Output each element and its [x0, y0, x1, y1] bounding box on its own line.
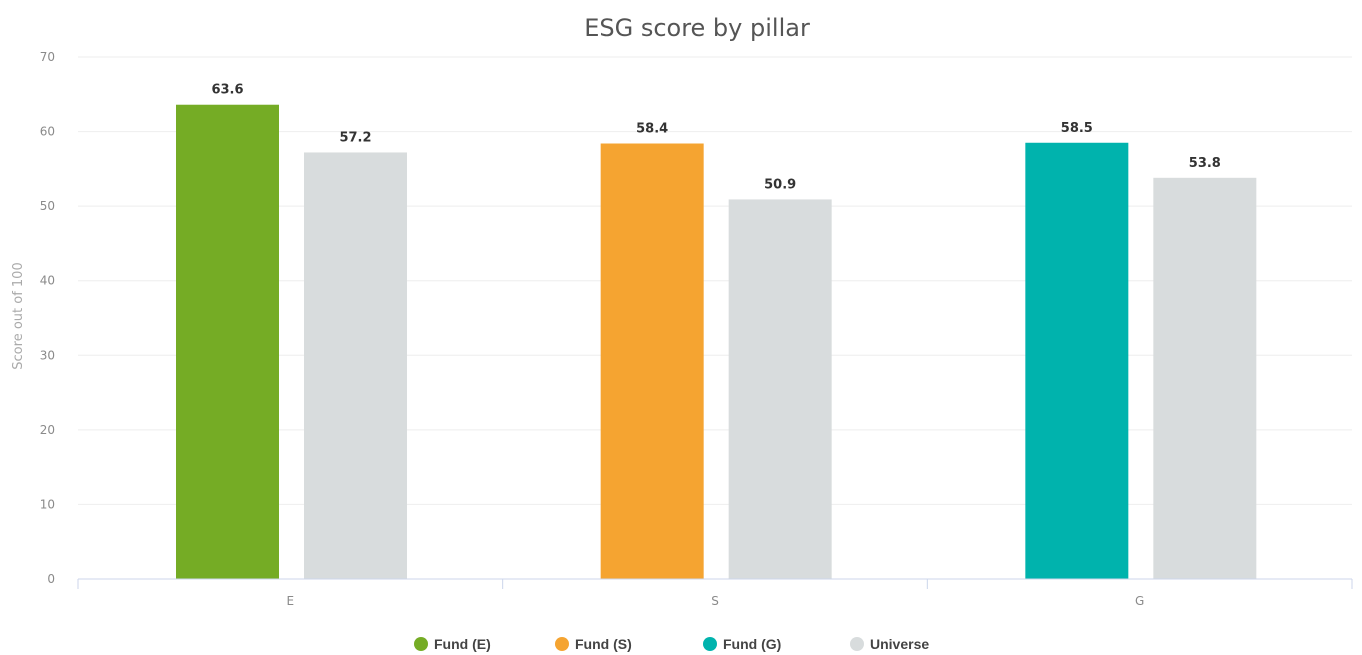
y-tick-label: 0 [47, 572, 55, 586]
legend-item-label: Fund (G) [723, 636, 781, 652]
y-tick-label: 40 [40, 274, 55, 288]
x-tick-label: E [287, 594, 295, 608]
y-tick-label: 70 [40, 50, 55, 64]
y-axis-ticks: 0 10 20 30 40 50 60 70 [40, 50, 55, 586]
data-labels: 63.6 57.2 58.4 50.9 58.5 53.8 [211, 83, 1220, 193]
x-tick-label: S [711, 594, 719, 608]
bar-g-universe [1153, 177, 1257, 579]
legend-item-label: Fund (E) [434, 636, 491, 652]
data-label: 57.2 [339, 130, 371, 145]
gridlines [78, 56, 1352, 505]
data-label: 63.6 [211, 83, 243, 98]
y-tick-label: 10 [40, 497, 55, 511]
y-tick-label: 60 [40, 125, 55, 139]
legend: Fund (E) Fund (S) Fund (G) Universe [414, 636, 929, 652]
legend-item-label: Fund (S) [575, 636, 632, 652]
legend-marker [414, 637, 428, 651]
legend-item-label: Universe [870, 636, 929, 652]
bar-s-fund [600, 143, 704, 579]
bars [176, 104, 1257, 580]
y-tick-label: 50 [40, 199, 55, 213]
bar-g-fund [1025, 142, 1129, 579]
legend-marker [555, 637, 569, 651]
data-label: 50.9 [764, 177, 796, 192]
y-axis-label: Score out of 100 [11, 262, 26, 369]
data-label: 53.8 [1189, 156, 1221, 171]
y-tick-label: 20 [40, 423, 55, 437]
y-tick-label: 30 [40, 348, 55, 362]
x-tick-label: G [1135, 594, 1144, 608]
data-label: 58.4 [636, 122, 668, 137]
chart-title: ESG score by pillar [584, 14, 810, 42]
bar-e-fund [176, 104, 279, 580]
legend-marker [850, 637, 864, 651]
data-label: 58.5 [1061, 121, 1093, 136]
legend-marker [703, 637, 717, 651]
bar-s-universe [728, 199, 832, 579]
bar-e-universe [304, 152, 407, 580]
